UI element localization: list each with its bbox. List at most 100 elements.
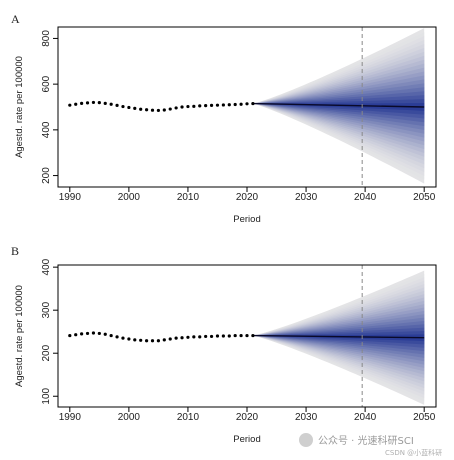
observed-point [209, 334, 214, 339]
chart-panel-A: A 1990 2000 2010 2020 2030 2040 2050 200 400 600 80… [11, 12, 437, 225]
y-tick-label: 200 [41, 344, 52, 361]
observed-point [221, 334, 225, 338]
observed-point [174, 106, 178, 110]
observed-point [144, 339, 149, 343]
observed-point [91, 331, 96, 335]
observed-point [150, 339, 155, 343]
observed-point [245, 333, 249, 338]
y-tick-label: 600 [41, 75, 52, 92]
observed-point [168, 337, 172, 341]
observed-point [156, 108, 161, 113]
x-tick-label: 2020 [236, 192, 259, 203]
observed-point [180, 336, 184, 340]
observed-point [227, 334, 231, 338]
observed-point [121, 336, 125, 340]
y-tick-label: 300 [41, 301, 52, 318]
forecast-mean-line [252, 334, 425, 339]
observed-point [245, 102, 249, 106]
observed-point [168, 107, 172, 111]
x-tick-label: 2020 [236, 412, 259, 423]
observed-point [186, 104, 190, 109]
observed-point [198, 335, 202, 339]
observed-point [239, 102, 243, 106]
watermark-icon [299, 433, 313, 447]
observed-point [127, 105, 131, 110]
observed-point [115, 103, 119, 107]
y-tick-label: 400 [41, 258, 52, 275]
observed-point [156, 339, 161, 343]
observed-point [150, 108, 155, 112]
observed-point [85, 331, 90, 336]
observed-point [227, 103, 231, 107]
observed-point [85, 101, 90, 105]
observed-point [127, 337, 131, 341]
observed-point [198, 104, 202, 108]
x-axis-label: Period [233, 214, 260, 225]
y-axis-label: Agestd. rate per 100000 [14, 285, 25, 387]
x-tick-label: 2050 [413, 192, 436, 203]
x-tick-label: 2040 [354, 192, 377, 203]
observed-point [221, 103, 225, 107]
observed-point [174, 336, 178, 340]
observed-point [133, 106, 137, 110]
observed-point [91, 100, 96, 105]
x-axis-label: Period [233, 434, 260, 445]
observed-point [186, 335, 190, 339]
observed-point [162, 338, 166, 342]
observed-series [68, 100, 255, 113]
x-tick-label: 1990 [59, 412, 82, 423]
y-tick-label: 200 [41, 167, 52, 184]
observed-point [192, 335, 196, 339]
observed-point [215, 334, 220, 338]
observed-point [139, 338, 143, 342]
chart-panel-B: B 1990 2000 2010 2020 2030 2040 2050 100 200 300 40… [11, 244, 437, 445]
observed-point [103, 332, 107, 336]
panel-letter: A [11, 12, 20, 26]
observed-point [97, 331, 101, 336]
observed-point [204, 104, 208, 108]
y-tick-label: 800 [41, 30, 52, 47]
observed-point [192, 104, 196, 108]
observed-point [233, 333, 237, 338]
observed-point [209, 103, 214, 107]
observed-point [233, 102, 237, 107]
observed-point [80, 332, 84, 336]
y-tick-label: 100 [41, 387, 52, 404]
observed-point [251, 101, 255, 106]
observed-point [68, 103, 72, 107]
observed-point [133, 338, 137, 342]
observed-point [68, 333, 72, 338]
observed-point [162, 108, 166, 112]
observed-series [68, 331, 255, 343]
observed-point [204, 334, 208, 339]
watermark-text: 公众号 · 光速科研SCI [318, 434, 414, 447]
observed-point [109, 102, 113, 106]
observed-point [97, 101, 101, 105]
observed-point [180, 105, 184, 109]
observed-point [74, 333, 78, 337]
x-tick-label: 1990 [59, 192, 82, 203]
x-tick-label: 2010 [177, 192, 200, 203]
forecast-mean-line [252, 102, 425, 108]
x-tick-label: 2000 [118, 412, 141, 423]
observed-point [121, 104, 125, 109]
watermark-small-text: CSDN @小蓝科研 [385, 448, 442, 457]
x-tick-label: 2030 [295, 412, 318, 423]
observed-point [109, 333, 113, 338]
observed-point [251, 333, 255, 338]
x-tick-label: 2030 [295, 192, 318, 203]
y-tick-label: 400 [41, 121, 52, 138]
x-tick-label: 2010 [177, 412, 200, 423]
x-tick-label: 2000 [118, 192, 141, 203]
x-tick-label: 2050 [413, 412, 436, 423]
x-tick-label: 2040 [354, 412, 377, 423]
observed-point [103, 101, 107, 105]
observed-point [144, 108, 149, 112]
y-axis-label: Agestd. rate per 100000 [14, 56, 25, 158]
observed-point [115, 335, 119, 339]
observed-point [139, 107, 143, 111]
observed-point [80, 101, 84, 105]
forecast-fan [252, 270, 425, 405]
